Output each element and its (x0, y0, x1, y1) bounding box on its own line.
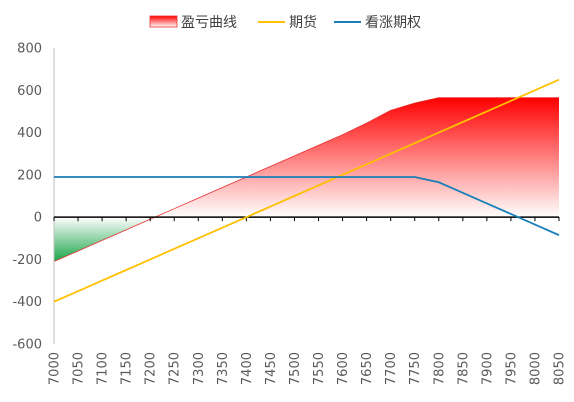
y-tick-label: 200 (17, 168, 42, 183)
legend-label: 期货 (289, 14, 317, 31)
x-tick-label: 7000 (48, 352, 63, 385)
legend-item: 看涨期权 (334, 15, 421, 31)
y-tick-label: -600 (12, 338, 42, 353)
y-tick-label: 0 (34, 211, 42, 226)
x-tick-label: 7600 (336, 352, 351, 385)
x-tick-label: 7100 (96, 352, 111, 385)
legend: 盈亏曲线 期货 看涨期权 (149, 14, 421, 31)
x-tick-label: 7150 (120, 352, 135, 385)
y-tick-label: 400 (17, 126, 42, 141)
x-tick-label: 8050 (553, 352, 568, 385)
legend-item: 期货 (258, 14, 317, 31)
x-tick-label: 7750 (408, 352, 423, 385)
x-tick-label: 7550 (312, 352, 327, 385)
x-tick-label: 7650 (360, 352, 375, 385)
x-tick-label: 7250 (168, 352, 183, 385)
axes-layer: -600 -400 -200 0 200 400 600 800 7000 7050 7100 715… (12, 42, 567, 386)
x-tick-label: 7900 (480, 352, 495, 385)
x-tick-label: 7450 (264, 352, 279, 385)
x-tick-label: 7700 (384, 352, 399, 385)
y-tick-label: -400 (12, 295, 42, 310)
series-line-2 (54, 176, 560, 236)
x-tick-label: 7800 (432, 352, 447, 385)
y-tick-label: -200 (12, 253, 42, 268)
pnl-profit-area (155, 97, 559, 218)
legend-label: 看涨期权 (365, 15, 421, 31)
x-tick-label: 7200 (144, 352, 159, 385)
pnl-curve-line (53, 97, 559, 262)
x-tick-label: 7400 (240, 352, 255, 385)
y-tick-label: 800 (17, 42, 42, 57)
series-line-1 (53, 78, 560, 303)
x-tick-label: 8000 (528, 352, 543, 385)
legend-swatch (149, 15, 178, 28)
y-tick-label: 600 (17, 84, 42, 99)
x-tick-label: 7850 (456, 352, 471, 385)
x-tick-label: 7350 (216, 352, 231, 385)
x-tick-label: 7950 (504, 352, 519, 385)
legend-item: 盈亏曲线 (149, 15, 237, 31)
area-layer (53, 97, 559, 262)
x-tick-label: 7500 (288, 352, 303, 385)
legend-label: 盈亏曲线 (181, 15, 237, 31)
x-tick-label: 7050 (72, 352, 87, 385)
x-tick-label: 7300 (192, 352, 207, 385)
lines-layer (53, 78, 560, 303)
